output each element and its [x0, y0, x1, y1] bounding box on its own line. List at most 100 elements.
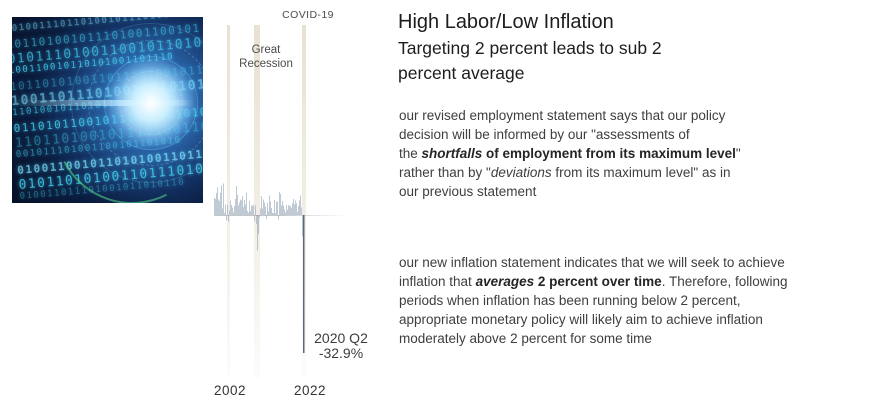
gdp-bar — [233, 212, 234, 215]
drop-annotation-quarter: 2020 Q2 — [314, 330, 368, 346]
text-segment: our revised employment statement says th… — [399, 108, 726, 161]
text-segment: our new inflation statement indicates th… — [399, 255, 785, 289]
gdp-bar — [287, 209, 288, 215]
gdp-bar — [237, 194, 238, 215]
covid-19-label: COVID-19 — [282, 9, 334, 21]
zero-axis-line — [214, 215, 348, 216]
gdp-bar — [257, 215, 258, 251]
gdp-bar — [265, 206, 266, 215]
employment-paragraph: our revised employment statement says th… — [399, 106, 869, 201]
gdp-bar — [294, 204, 295, 215]
gdp-bar — [221, 185, 222, 215]
gdp-bar — [240, 199, 241, 215]
gdp-bar — [261, 196, 262, 215]
gdp-bar — [256, 215, 257, 224]
gdp-bar — [254, 215, 255, 222]
text-segment: shortfalls — [421, 146, 483, 161]
gdp-bar — [302, 215, 303, 237]
gdp-bar — [214, 197, 215, 215]
slide-subtitle: Targeting 2 percent leads to sub 2 perce… — [398, 38, 662, 83]
gdp-bar — [292, 202, 293, 215]
gdp-bar — [270, 201, 271, 215]
gdp-bar — [228, 215, 229, 222]
gdp-bar — [273, 212, 274, 215]
gdp-bar — [280, 194, 281, 215]
gdp-bar — [218, 199, 219, 215]
inflation-paragraph: our new inflation statement indicates th… — [399, 253, 869, 348]
gdp-bar — [242, 196, 243, 215]
gdp-bar — [266, 215, 267, 220]
gdp-bar — [220, 192, 221, 215]
light-glow — [103, 55, 199, 151]
gdp-bar — [231, 204, 232, 215]
gdp-bar — [253, 204, 254, 215]
text-segment: 2 percent over time — [534, 274, 662, 289]
gdp-bar — [282, 201, 283, 215]
gdp-bar — [249, 200, 250, 215]
gdp-bar — [250, 211, 251, 215]
text-segment: . Therefore, following periods when infl… — [399, 274, 788, 346]
gdp-bar — [223, 183, 224, 215]
slide-title: High Labor/Low Inflation — [398, 11, 614, 33]
gdp-bar — [245, 204, 246, 215]
gdp-bar — [260, 208, 261, 215]
gdp-bar — [235, 199, 236, 215]
recession-band — [302, 25, 306, 378]
gdp-bar — [288, 204, 289, 215]
gdp-bar — [285, 212, 286, 215]
text-segment: deviations — [490, 165, 552, 180]
gdp-bar — [239, 202, 240, 215]
gdp-bar — [255, 205, 256, 215]
x-tick-label: 2002 — [213, 383, 247, 398]
x-tick-label: 2022 — [293, 383, 327, 398]
gdp-bar — [276, 201, 277, 215]
gdp-bar — [215, 199, 216, 215]
gdp-bar — [296, 202, 297, 215]
recession-band — [253, 25, 261, 378]
drop-annotation-value: -32.9% — [318, 345, 364, 362]
gdp-bar — [238, 205, 239, 215]
gdp-bar — [277, 201, 278, 215]
gdp-bar — [275, 212, 276, 215]
gdp-bar — [229, 210, 230, 215]
gdp-bars-svg — [214, 183, 305, 354]
gdp-bar — [236, 186, 237, 215]
gdp-bar — [262, 208, 263, 215]
binary-tunnel-image: 101001110110100101110100 1011010010111010… — [12, 17, 203, 203]
gdp-bar — [278, 215, 279, 220]
recession-band — [226, 25, 231, 378]
gdp-bar — [300, 195, 301, 215]
text-segment: " rather than by " — [399, 146, 741, 180]
text-segment: from its maximum level" as in our previo… — [399, 165, 731, 199]
gdp-bar — [301, 207, 302, 215]
gdp-bar — [246, 192, 247, 215]
gdp-bar — [224, 212, 225, 215]
gdp-bar — [217, 187, 218, 215]
gdp-bar — [271, 207, 272, 215]
gdp-bar — [286, 204, 287, 215]
gdp-bar — [263, 199, 264, 215]
gdp-bar — [268, 211, 269, 215]
gdp-bar — [232, 207, 233, 215]
gdp-bar — [295, 200, 296, 215]
gdp-bar — [269, 195, 270, 215]
gdp-bar — [248, 212, 249, 215]
gdp-bar — [251, 205, 252, 215]
gdp-bar — [298, 205, 299, 215]
gdp-bar — [225, 204, 226, 215]
gdp-bar — [283, 205, 284, 215]
gdp-bar — [293, 199, 294, 215]
great-recession-label: Great Recession — [239, 44, 293, 70]
gdp-bar — [290, 205, 291, 215]
gdp-bar — [284, 209, 285, 215]
gdp-bar — [267, 202, 268, 215]
gdp-bar — [227, 204, 228, 215]
gdp-bar — [230, 200, 231, 215]
gdp-bar — [216, 193, 217, 215]
gdp-bar — [289, 206, 290, 215]
text-segment: averages — [475, 274, 535, 289]
gdp-bar — [291, 207, 292, 215]
gdp-bar — [222, 208, 223, 215]
